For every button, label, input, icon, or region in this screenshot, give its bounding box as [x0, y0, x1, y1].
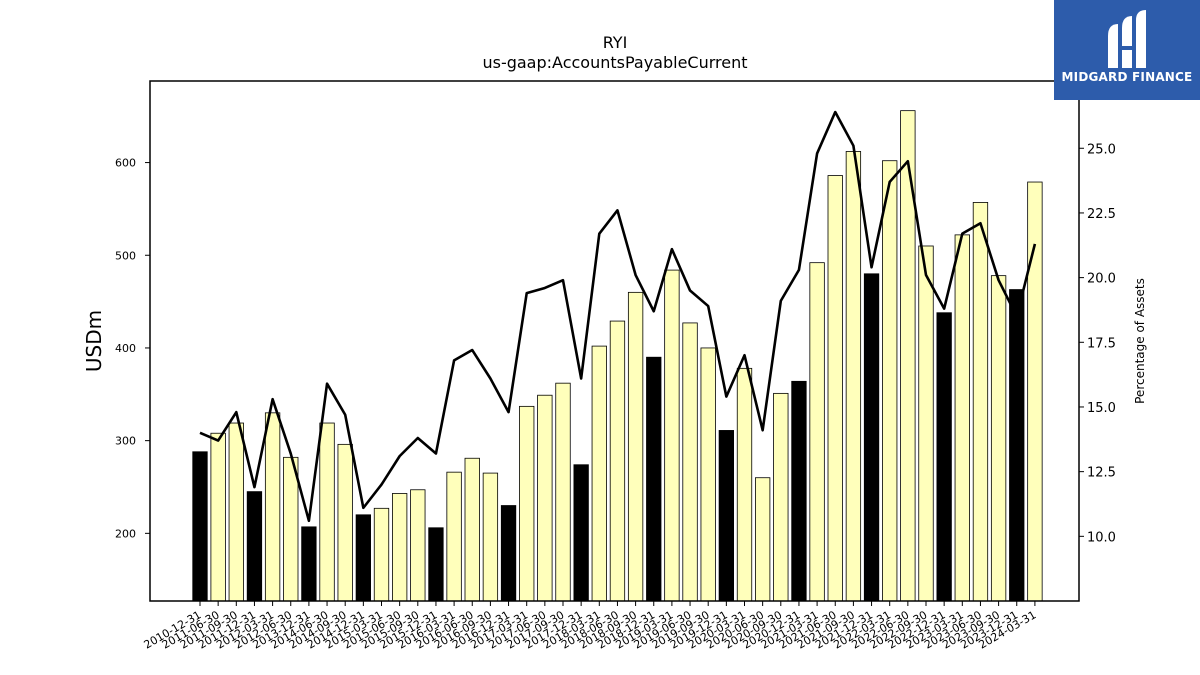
bar [827, 175, 843, 602]
bar [192, 451, 208, 602]
y-tick-label: 400 [115, 342, 136, 355]
bar [246, 491, 263, 602]
bar [1009, 289, 1025, 602]
y-tick-label: 300 [115, 435, 136, 448]
bar [537, 394, 553, 602]
y-tick-label: 600 [115, 157, 136, 170]
bar [283, 456, 299, 602]
right-axis-ticks: 10.0 12.5 15.0 17.5 20.0 22.5 25.0 [1079, 142, 1116, 545]
bar [519, 405, 535, 602]
bar-series [192, 110, 1043, 602]
bar [664, 269, 680, 602]
bar [682, 322, 698, 602]
bar [845, 151, 862, 602]
bar [773, 392, 789, 602]
bar [555, 382, 571, 602]
y2-axis-label: Percentage of Assets [1133, 278, 1147, 404]
bar [464, 457, 480, 602]
plot-frame [149, 80, 1080, 602]
bar [882, 160, 898, 602]
bar [591, 345, 607, 602]
bar [990, 275, 1007, 602]
bar [446, 471, 462, 602]
bar [228, 422, 244, 602]
y-tick-label: 200 [115, 527, 136, 540]
bar [954, 234, 970, 602]
bar [391, 493, 408, 602]
bar [301, 526, 317, 602]
bar [410, 489, 426, 602]
left-axis-ticks: 200 300 400 500 600 [115, 157, 150, 540]
bar [936, 312, 952, 602]
bar [736, 367, 753, 602]
y2-tick-label: 20.0 [1087, 272, 1116, 287]
bar [264, 412, 281, 602]
y2-tick-label: 22.5 [1087, 207, 1116, 222]
bar [428, 527, 444, 602]
y-tick-label: 500 [115, 249, 136, 262]
bar [646, 356, 662, 602]
bar [573, 464, 589, 602]
percentage-line [199, 110, 1037, 523]
bar [373, 507, 390, 602]
midgard-logo-icon [1108, 10, 1146, 68]
chart-title: RYI [603, 33, 628, 52]
y2-tick-label: 17.5 [1087, 336, 1116, 351]
bar [863, 273, 880, 602]
bar [718, 430, 734, 602]
bar [609, 320, 626, 602]
bar [627, 291, 644, 602]
bar [210, 432, 226, 602]
midgard-finance-logo: MIDGARD FINANCE [1054, 0, 1200, 100]
bar [482, 472, 499, 602]
y2-tick-label: 10.0 [1087, 530, 1116, 545]
bar [791, 380, 807, 602]
y2-tick-label: 15.0 [1087, 401, 1116, 416]
bar [809, 262, 825, 602]
y2-tick-label: 12.5 [1087, 466, 1116, 481]
bar [918, 245, 934, 602]
line-series [199, 110, 1037, 523]
chart-subtitle: us-gaap:AccountsPayableCurrent [482, 53, 747, 72]
bar [972, 202, 989, 602]
bar [900, 110, 916, 602]
brand-name: MIDGARD FINANCE [1061, 70, 1193, 84]
bar [755, 477, 771, 602]
bar [500, 505, 517, 602]
bar [337, 443, 353, 602]
bar [700, 347, 716, 602]
bar [319, 422, 335, 602]
y-axis-label: USDm [82, 310, 106, 372]
bar [355, 514, 372, 602]
y2-tick-label: 25.0 [1087, 142, 1116, 157]
x-axis-ticks: 2010-12-312011-06-302011-09-302011-12-31… [142, 601, 1038, 652]
